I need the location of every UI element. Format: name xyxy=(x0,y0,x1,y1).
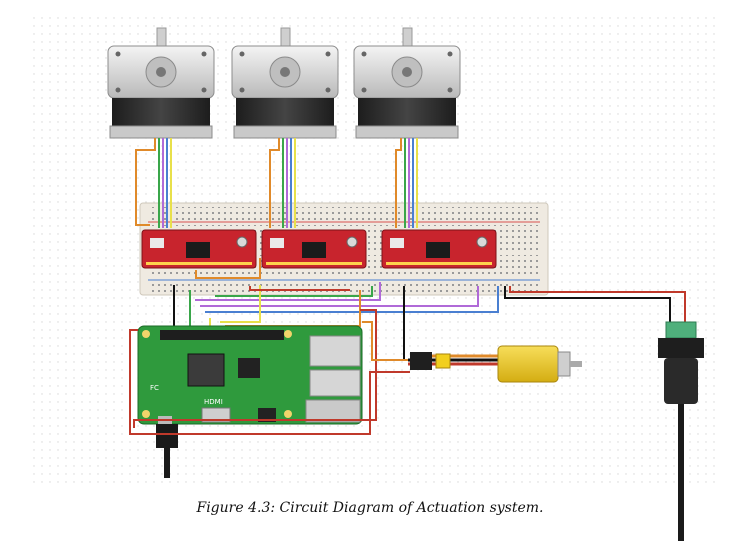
motor-shaft xyxy=(156,27,167,49)
stepper-driver-3 xyxy=(381,229,497,269)
usb-port-2 xyxy=(309,369,361,397)
gpio-header xyxy=(160,330,284,340)
hdmi-label: HDMI xyxy=(204,398,223,406)
dc-motor xyxy=(408,345,582,383)
audio-jack xyxy=(258,408,276,422)
stepper-wires xyxy=(135,138,418,228)
stepper-driver-1 xyxy=(141,229,257,269)
dc-motor-shaft xyxy=(570,361,582,367)
usb-port-1 xyxy=(309,335,361,367)
signal-wires xyxy=(173,258,686,360)
dc-barrel-jack xyxy=(658,321,704,541)
ethernet-port xyxy=(305,399,361,423)
connector-plug xyxy=(410,352,432,370)
motor-body xyxy=(112,98,210,128)
stepper-motor-3 xyxy=(353,27,461,139)
raspberry-pi: HDMI FC xyxy=(137,325,363,425)
stepper-motor-1 xyxy=(107,27,215,139)
soc-chip xyxy=(187,353,225,387)
ram-chip xyxy=(238,358,260,378)
dc-motor-body xyxy=(497,345,559,383)
motor-bottom-cap xyxy=(109,125,213,139)
hdmi-port xyxy=(201,407,231,423)
fc-logo: FC xyxy=(150,384,159,392)
stepper-driver-2 xyxy=(261,229,367,269)
figure-caption: Figure 4.3: Circuit Diagram of Actuation… xyxy=(196,500,544,516)
screw-terminal xyxy=(665,321,697,339)
stepper-motor-2 xyxy=(231,27,339,139)
usb-power-cable xyxy=(156,424,178,478)
pi-power-wires xyxy=(129,309,410,435)
